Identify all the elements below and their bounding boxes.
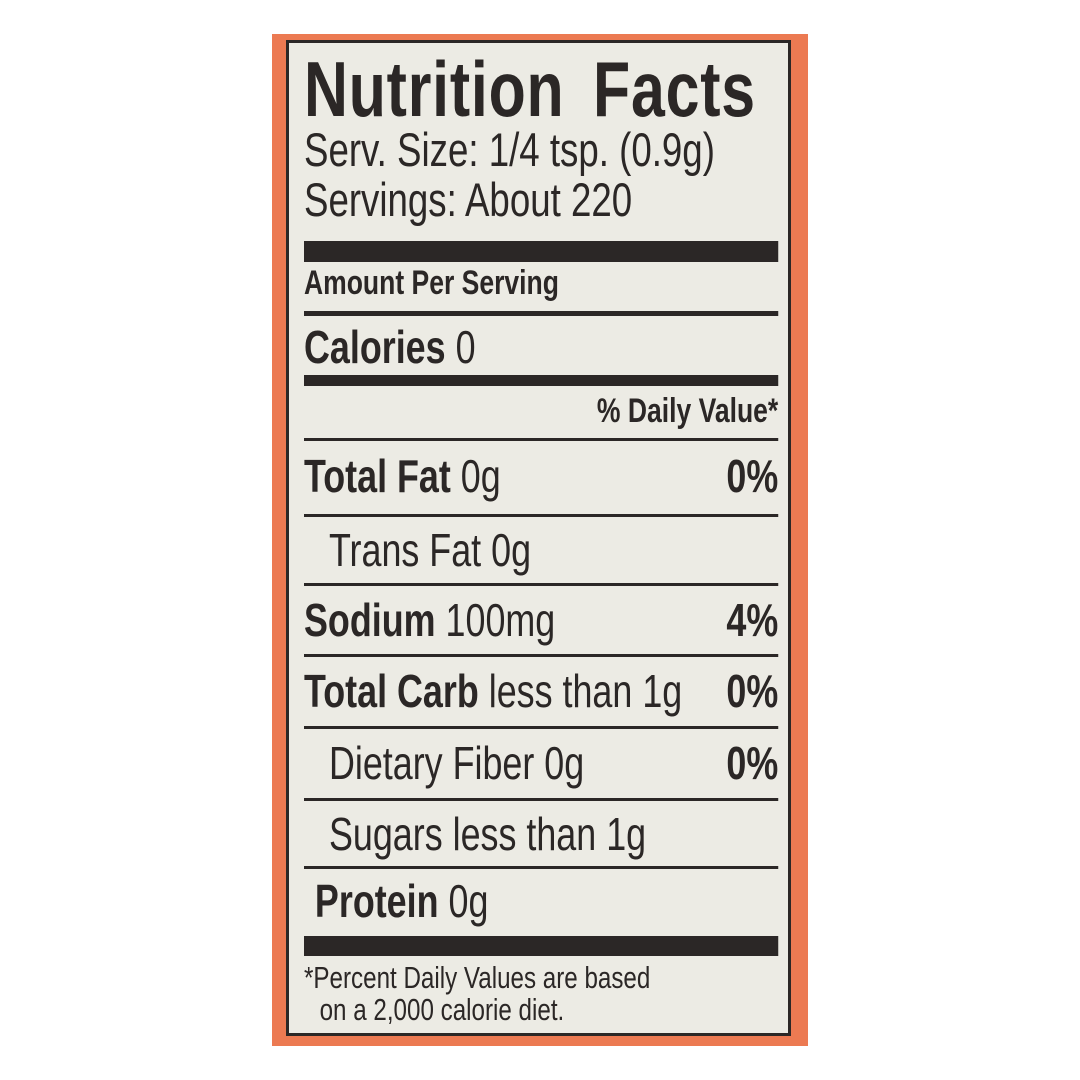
serving-size: Serv. Size: 1/4 tsp. (0.9g)	[304, 123, 715, 176]
nutrient-amount: 100mg	[445, 594, 556, 646]
divider	[304, 583, 779, 586]
nutrient-amount: less than 1g	[488, 665, 683, 717]
daily-value-header: % Daily Value*	[596, 392, 779, 430]
nutrient-label: Sugars	[328, 808, 443, 860]
divider	[304, 866, 779, 869]
nutrient-label: Protein	[314, 875, 439, 927]
divider	[304, 726, 779, 729]
nutrient-row-sodium: Sodium 100mg	[304, 597, 555, 643]
nutrient-dv: 0%	[726, 665, 779, 717]
nutrient-dv: 0%	[726, 737, 779, 789]
calories-value: 0	[455, 321, 476, 373]
nutrient-label: Total Fat	[304, 450, 451, 502]
divider	[304, 798, 779, 801]
nutrient-row-trans-fat: Trans Fat 0g	[329, 527, 531, 573]
footnote-line-1: *Percent Daily Values are based	[304, 960, 651, 995]
calories-row: Calories 0	[304, 324, 476, 370]
divider	[304, 438, 779, 441]
nutrient-amount: 0g	[544, 737, 585, 789]
divider	[304, 514, 779, 517]
nutrient-row-total-fat: Total Fat 0g	[304, 453, 501, 499]
thick-divider	[304, 936, 779, 956]
divider	[304, 654, 779, 657]
nutrient-dv: 0%	[726, 450, 779, 502]
nutrient-row-protein: Protein 0g	[315, 878, 488, 924]
divider	[304, 311, 779, 316]
nutrient-row-total-carb: Total Carb less than 1g	[304, 668, 682, 714]
medium-divider	[304, 375, 779, 386]
footnote-line-2: on a 2,000 calorie diet.	[319, 992, 565, 1027]
nutrient-label: Dietary Fiber	[328, 737, 535, 789]
amount-per-serving: Amount Per Serving	[304, 264, 559, 302]
nutrition-label	[286, 40, 791, 1036]
nutrient-label: Trans Fat	[328, 524, 482, 576]
nutrient-amount: less than 1g	[452, 808, 647, 860]
nutrient-row-dietary-fiber: Dietary Fiber 0g	[329, 740, 584, 786]
nutrient-amount: 0g	[491, 524, 532, 576]
nutrient-label: Total Carb	[304, 665, 479, 717]
nutrient-amount: 0g	[448, 875, 489, 927]
nutrition-content: Nutrition Facts Serv. Size: 1/4 tsp. (0.…	[304, 0, 779, 1080]
nutrient-row-sugars: Sugars less than 1g	[329, 811, 646, 857]
nutrient-amount: 0g	[460, 450, 501, 502]
nutrient-label: Sodium	[304, 594, 436, 646]
label-title: Nutrition Facts	[304, 45, 756, 133]
thick-divider	[304, 241, 779, 262]
nutrient-dv: 4%	[726, 594, 779, 646]
servings-per-container: Servings: About 220	[304, 173, 633, 226]
calories-label: Calories	[304, 321, 446, 373]
